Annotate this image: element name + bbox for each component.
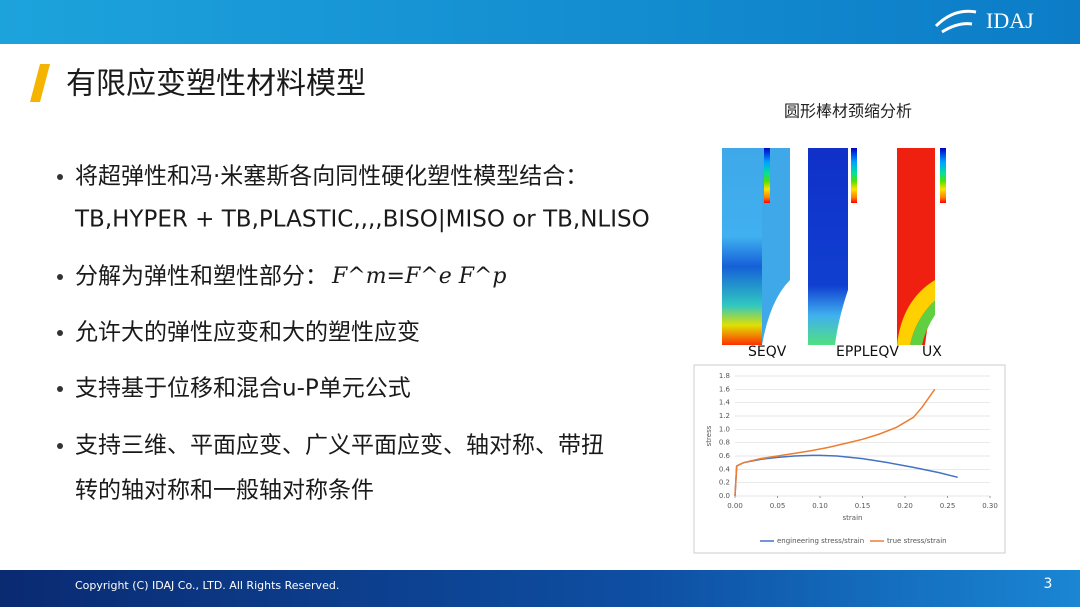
- contour-seqv: [722, 148, 762, 345]
- legend-bar: [851, 148, 857, 203]
- bullet-text: 分解为弹性和塑性部分：: [75, 264, 328, 290]
- panel-labels: SEQV EPPLEQV UX: [748, 344, 942, 360]
- contour-ux-band: [897, 280, 935, 345]
- y-tick-label: 0.8: [719, 439, 730, 447]
- formula: F^m=F^e F^p: [331, 264, 507, 289]
- figure-caption: 圆形棒材颈缩分析: [784, 102, 912, 121]
- legend-bar: [940, 148, 946, 203]
- x-tick-label: 0.15: [855, 502, 871, 510]
- bullet-text: TB,HYPER + TB,PLASTIC,,,,BISO|MISO or TB…: [74, 207, 650, 233]
- bullet-dot: [57, 386, 63, 392]
- x-tick-label: 0.05: [770, 502, 786, 510]
- bullet-dot: [57, 443, 63, 449]
- y-tick-label: 0.0: [719, 492, 730, 500]
- bullet-text: 将超弹性和冯·米塞斯各向同性硬化塑性模型结合：: [75, 164, 588, 190]
- chart: 0.0 0.2 0.4 0.6 0.8 1.0 1.2 1.4 1.6 1.8 0.00 0.05 0.…: [705, 372, 998, 545]
- contour-ux-band: [910, 300, 935, 345]
- y-tick-label: 1.4: [719, 399, 731, 407]
- bullet-text: 支持三维、平面应变、广义平面应变、轴对称、带扭: [75, 433, 604, 459]
- x-axis-label: strain: [843, 514, 863, 522]
- contour-images: [722, 148, 946, 345]
- y-tick-label: 1.2: [719, 412, 730, 420]
- chart-frame: [693, 364, 1006, 554]
- contour-eppleqv: [808, 148, 848, 345]
- bullet-text: 允许大的弹性应变和大的塑性应变: [75, 320, 420, 346]
- top-bar: [0, 0, 1080, 44]
- x-tick-label: 0.20: [897, 502, 913, 510]
- logo: IDAJ: [986, 8, 1034, 33]
- legend-label: true stress/strain: [887, 537, 947, 545]
- bullet-text: 转的轴对称和一般轴对称条件: [75, 478, 374, 504]
- y-tick-label: 0.2: [719, 479, 730, 487]
- x-tick-label: 0.25: [940, 502, 956, 510]
- bullet-text: 支持基于位移和混合u-P单元公式: [75, 376, 411, 402]
- bullet-dot: [57, 174, 63, 180]
- x-tick-label: 0.30: [982, 502, 998, 510]
- footer-bar: [0, 570, 1080, 607]
- bullet-list: 将超弹性和冯·米塞斯各向同性硬化塑性模型结合： TB,HYPER + TB,PLA…: [57, 164, 650, 504]
- bullet-dot: [57, 330, 63, 336]
- y-tick-label: 1.8: [719, 372, 730, 380]
- bullet-dot: [57, 274, 63, 280]
- legend-label: engineering stress/strain: [777, 537, 864, 545]
- data-line: [734, 388, 936, 497]
- copyright: Copyright (C) IDAJ Co., LTD. All Rights …: [75, 579, 339, 592]
- y-axis-label: stress: [705, 425, 713, 446]
- panel-label: UX: [922, 344, 942, 360]
- title-accent: [30, 64, 50, 102]
- logo-mark: [934, 9, 977, 34]
- x-tick-label: 0.10: [812, 502, 828, 510]
- slide-title: 有限应变塑性材料模型: [66, 67, 366, 102]
- y-tick-label: 1.0: [719, 425, 730, 433]
- y-tick-label: 0.6: [719, 452, 731, 460]
- y-tick-label: 1.6: [719, 385, 731, 393]
- legend-bar: [764, 148, 770, 203]
- panel-label: EPPLEQV: [836, 344, 899, 360]
- y-tick-label: 0.4: [719, 465, 731, 473]
- x-tick-label: 0.00: [727, 502, 743, 510]
- page-number: 3: [1044, 576, 1053, 592]
- panel-label: SEQV: [748, 344, 787, 360]
